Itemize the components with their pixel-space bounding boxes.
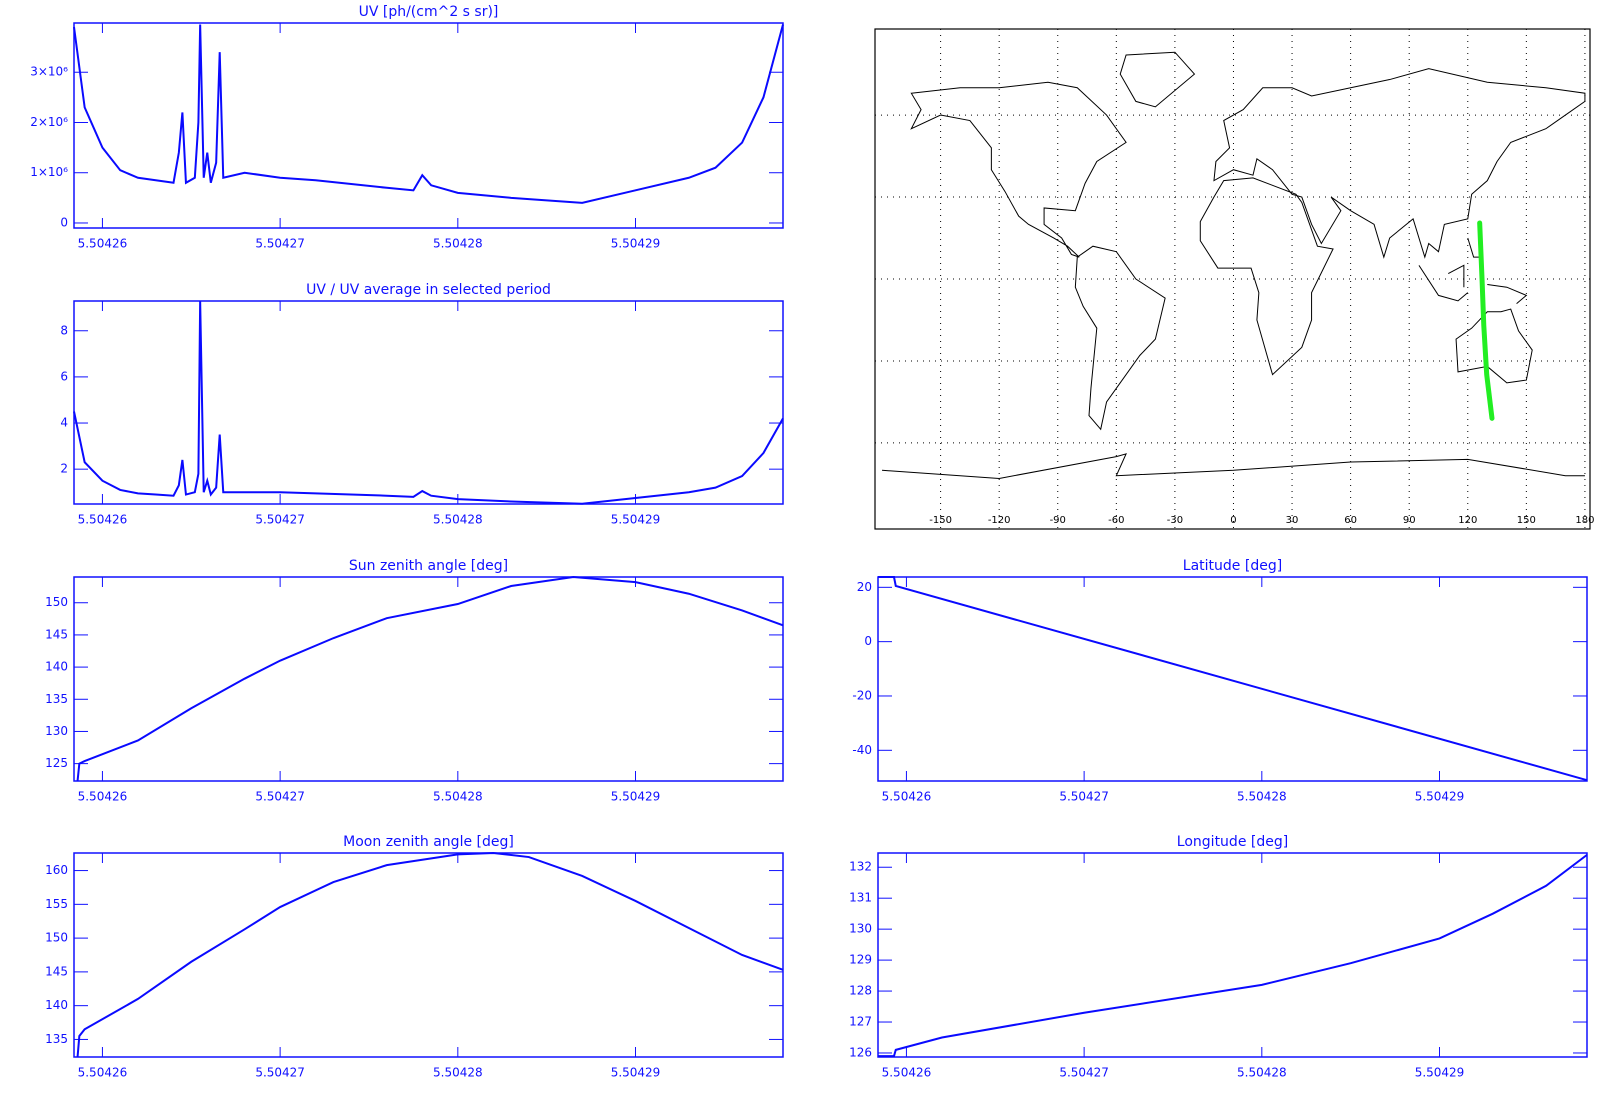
y-tick-label: 150 bbox=[45, 931, 68, 945]
x-tick-label: 5.50429 bbox=[1415, 1066, 1465, 1080]
y-tick-label: -20 bbox=[852, 688, 872, 702]
data-line bbox=[76, 575, 784, 782]
coastline bbox=[1419, 238, 1526, 304]
x-tick-label: 5.50427 bbox=[255, 790, 305, 804]
x-tick-label: 30 bbox=[1286, 515, 1299, 526]
y-tick-label: 128 bbox=[849, 984, 872, 998]
x-tick-label: 120 bbox=[1458, 515, 1477, 526]
chart-title: Latitude [deg] bbox=[1183, 558, 1282, 574]
coastline bbox=[1120, 52, 1194, 107]
x-tick-label: 5.50429 bbox=[611, 237, 661, 251]
y-tick-label: 145 bbox=[45, 627, 68, 641]
coastline bbox=[882, 454, 1585, 479]
x-tick-label: 5.50426 bbox=[78, 513, 128, 527]
data-line bbox=[73, 301, 784, 505]
x-tick-label: 5.50426 bbox=[78, 790, 128, 804]
x-tick-label: 5.50428 bbox=[433, 790, 483, 804]
y-tick-label: 126 bbox=[849, 1045, 872, 1059]
x-tick-label: 5.50428 bbox=[433, 1066, 483, 1080]
plot-frame bbox=[73, 22, 784, 229]
x-tick-label: 5.50428 bbox=[433, 513, 483, 527]
y-tick-label: 20 bbox=[857, 580, 872, 594]
chart-title: Sun zenith angle [deg] bbox=[349, 558, 508, 574]
x-tick-label: 5.50428 bbox=[433, 237, 483, 251]
y-tick-label: 0 bbox=[60, 215, 68, 229]
plot-frame bbox=[73, 852, 784, 1058]
y-tick-label: 3×10⁶ bbox=[30, 65, 68, 79]
y-tick-label: 6 bbox=[60, 369, 68, 383]
y-tick-label: 140 bbox=[45, 998, 68, 1012]
chart-title: UV [ph/(cm^2 s sr)] bbox=[359, 4, 499, 20]
plot-frame bbox=[73, 576, 784, 782]
y-tick-label: 135 bbox=[45, 1032, 68, 1046]
x-tick-label: 0 bbox=[1230, 515, 1236, 526]
chart-title: Longitude [deg] bbox=[1177, 834, 1288, 850]
x-tick-label: -30 bbox=[1167, 515, 1183, 526]
x-tick-label: -90 bbox=[1050, 515, 1066, 526]
y-tick-label: 130 bbox=[849, 922, 872, 936]
x-tick-label: 5.50428 bbox=[1237, 790, 1287, 804]
x-tick-label: -120 bbox=[988, 515, 1011, 526]
orbit-track bbox=[1477, 220, 1495, 421]
y-tick-label: 130 bbox=[45, 724, 68, 738]
y-tick-label: 8 bbox=[60, 323, 68, 337]
y-tick-label: 129 bbox=[849, 953, 872, 967]
plot-frame bbox=[877, 852, 1588, 1058]
x-tick-label: 5.50429 bbox=[611, 513, 661, 527]
x-tick-label: -150 bbox=[929, 515, 952, 526]
x-tick-label: 5.50429 bbox=[611, 790, 661, 804]
coastline bbox=[1200, 178, 1333, 375]
x-tick-label: 5.50429 bbox=[1415, 790, 1465, 804]
x-tick-label: -60 bbox=[1108, 515, 1124, 526]
x-tick-label: 5.50427 bbox=[255, 513, 305, 527]
y-tick-label: 2 bbox=[60, 462, 68, 476]
x-tick-label: 60 bbox=[1344, 515, 1357, 526]
data-line bbox=[878, 576, 1588, 782]
chart-title: UV / UV average in selected period bbox=[306, 282, 551, 298]
y-tick-label: 155 bbox=[45, 897, 68, 911]
data-line bbox=[878, 854, 1588, 1058]
y-tick-label: 150 bbox=[45, 595, 68, 609]
x-tick-label: 90 bbox=[1403, 515, 1416, 526]
coastline bbox=[1214, 69, 1585, 258]
x-tick-label: 5.50427 bbox=[1059, 790, 1109, 804]
chart-title: Moon zenith angle [deg] bbox=[343, 834, 514, 850]
x-tick-label: 5.50427 bbox=[255, 1066, 305, 1080]
y-tick-label: 2×10⁶ bbox=[30, 115, 68, 129]
y-tick-label: 127 bbox=[849, 1015, 872, 1029]
x-tick-label: 5.50428 bbox=[1237, 1066, 1287, 1080]
y-tick-label: 125 bbox=[45, 756, 68, 770]
y-tick-label: 140 bbox=[45, 660, 68, 674]
y-tick-label: 0 bbox=[864, 634, 872, 648]
y-tick-label: 145 bbox=[45, 964, 68, 978]
x-tick-label: 5.50426 bbox=[882, 1066, 932, 1080]
y-tick-label: 135 bbox=[45, 692, 68, 706]
y-tick-label: -40 bbox=[852, 743, 872, 757]
x-tick-label: 5.50429 bbox=[611, 1066, 661, 1080]
plot-frame bbox=[877, 576, 1588, 782]
x-tick-label: 5.50426 bbox=[882, 790, 932, 804]
data-line bbox=[76, 851, 784, 1058]
y-tick-label: 160 bbox=[45, 863, 68, 877]
y-tick-label: 1×10⁶ bbox=[30, 165, 68, 179]
plot-frame bbox=[73, 300, 784, 505]
y-tick-label: 131 bbox=[849, 891, 872, 905]
x-tick-label: 5.50427 bbox=[255, 237, 305, 251]
x-tick-label: 150 bbox=[1517, 515, 1536, 526]
y-tick-label: 4 bbox=[60, 416, 68, 430]
x-tick-label: 5.50426 bbox=[78, 237, 128, 251]
x-tick-label: 5.50427 bbox=[1059, 1066, 1109, 1080]
y-tick-label: 132 bbox=[849, 860, 872, 874]
data-line bbox=[73, 24, 784, 204]
coastline bbox=[1075, 246, 1165, 429]
x-tick-label: 180 bbox=[1575, 515, 1594, 526]
x-tick-label: 5.50426 bbox=[78, 1066, 128, 1080]
coastline bbox=[911, 82, 1126, 257]
